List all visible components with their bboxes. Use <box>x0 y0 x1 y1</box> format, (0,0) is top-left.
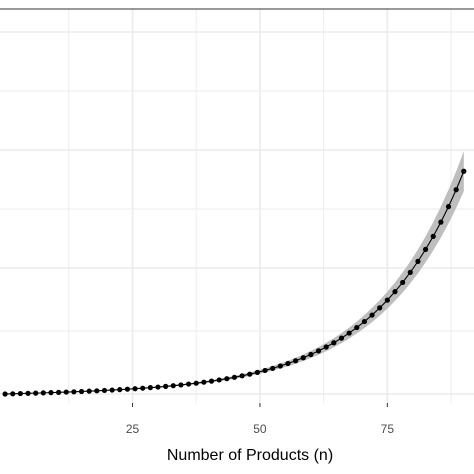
data-point <box>2 391 8 397</box>
data-point <box>354 324 360 331</box>
data-point <box>170 383 176 389</box>
data-point <box>285 360 291 367</box>
data-point <box>247 371 253 377</box>
data-point <box>315 348 322 354</box>
data-point <box>277 363 283 369</box>
data-points <box>2 168 467 397</box>
data-point <box>338 335 345 341</box>
data-point <box>101 387 108 394</box>
data-point <box>407 269 413 275</box>
data-point <box>361 318 368 325</box>
data-point <box>71 389 77 395</box>
data-point <box>438 219 444 225</box>
x-tick-label: 25 <box>126 422 140 436</box>
data-point <box>270 365 276 371</box>
data-point <box>193 380 199 386</box>
data-point <box>94 388 100 394</box>
data-point <box>155 384 161 390</box>
data-point <box>117 387 123 393</box>
data-point <box>109 387 115 393</box>
data-point <box>346 330 352 336</box>
data-point <box>185 381 192 387</box>
x-axis-title: Number of Products (n) <box>167 447 333 464</box>
data-point <box>430 233 436 239</box>
data-point <box>300 355 306 361</box>
data-point <box>10 391 16 397</box>
data-point <box>40 390 46 396</box>
x-tick-label: 50 <box>253 422 267 436</box>
data-point <box>293 358 299 364</box>
data-point <box>369 312 375 318</box>
data-point <box>461 168 467 174</box>
data-point <box>422 246 429 252</box>
data-point <box>392 289 398 295</box>
data-point <box>124 386 131 392</box>
data-point <box>86 388 92 394</box>
data-point <box>48 390 54 396</box>
panel-background <box>0 9 474 403</box>
data-point <box>384 297 390 303</box>
data-point <box>78 388 85 395</box>
data-point <box>400 279 406 286</box>
data-point <box>453 187 459 193</box>
data-point <box>224 376 230 382</box>
data-point <box>147 385 153 391</box>
x-axis-ticks: 25 50 75 <box>126 403 395 436</box>
data-point <box>254 369 260 375</box>
data-point <box>216 377 222 383</box>
data-point <box>262 367 268 374</box>
data-point <box>208 378 215 384</box>
data-point <box>308 351 314 358</box>
data-point <box>377 305 383 311</box>
data-point <box>17 390 23 397</box>
data-point <box>132 386 138 392</box>
data-point <box>415 258 421 264</box>
data-point <box>56 389 62 395</box>
data-point <box>25 390 31 396</box>
data-point <box>201 379 207 385</box>
data-point <box>239 373 245 379</box>
data-point <box>231 374 238 380</box>
data-point <box>445 204 452 210</box>
data-point <box>163 383 169 389</box>
data-point <box>63 389 69 395</box>
data-point <box>323 344 329 350</box>
data-point <box>331 340 337 346</box>
grid-major <box>0 9 474 403</box>
data-point <box>140 385 146 391</box>
x-tick-label: 75 <box>381 422 395 436</box>
grid-minor <box>0 9 474 403</box>
data-point <box>178 382 184 388</box>
data-point <box>33 390 39 396</box>
